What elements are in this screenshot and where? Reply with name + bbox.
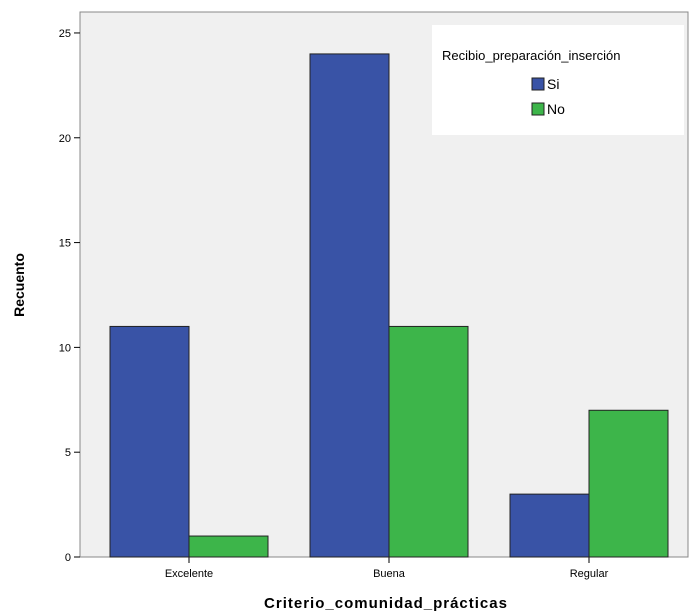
y-tick-label: 20 <box>59 133 71 145</box>
y-tick-label: 10 <box>59 342 71 354</box>
bar-si <box>309 53 390 558</box>
bar-no <box>588 409 669 558</box>
y-tick-label: 5 <box>65 447 71 459</box>
bars <box>109 53 669 558</box>
legend-box <box>432 25 684 135</box>
y-tick-label: 0 <box>65 552 71 564</box>
x-axis: Excelente Buena Regular <box>165 557 609 580</box>
bar-no <box>188 535 269 558</box>
legend-label-si: Si <box>547 76 559 92</box>
legend: Recibio_preparación_inserción Si No <box>432 25 684 135</box>
y-tick-label: 25 <box>59 28 71 40</box>
y-axis-title: Recuento <box>11 253 27 317</box>
legend-swatch-si <box>531 77 545 91</box>
bar-no <box>388 325 469 558</box>
y-axis: 0 5 10 15 20 25 <box>59 28 80 564</box>
x-tick-label: Excelente <box>165 568 213 580</box>
x-tick-label: Regular <box>570 568 609 580</box>
x-axis-title: Criterio_comunidad_prácticas <box>264 595 508 612</box>
legend-swatch-no <box>531 102 545 116</box>
x-tick-label: Buena <box>373 568 406 580</box>
bar-si <box>509 493 590 558</box>
legend-label-no: No <box>547 101 565 117</box>
legend-title: Recibio_preparación_inserción <box>442 48 621 63</box>
y-tick-label: 15 <box>59 238 71 250</box>
bar-si <box>109 325 190 558</box>
